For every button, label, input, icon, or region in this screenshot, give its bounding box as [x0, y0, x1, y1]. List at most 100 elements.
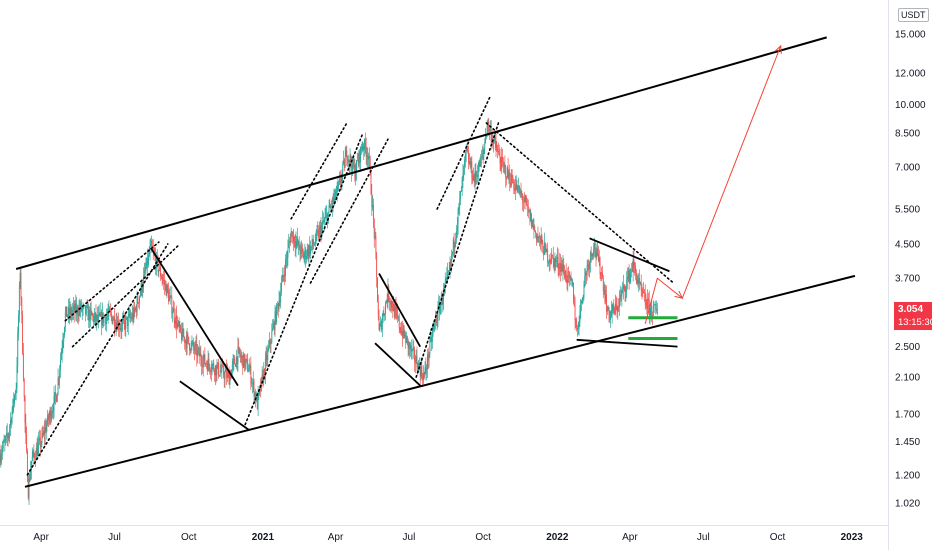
currency-label[interactable]: USDT: [898, 8, 929, 22]
candle-body: [443, 287, 445, 289]
candle-body: [314, 244, 316, 245]
candle-body: [595, 252, 597, 257]
candle-body: [335, 193, 337, 198]
candle-body: [598, 253, 599, 262]
candle-body: [631, 270, 633, 272]
candle-body: [502, 161, 504, 166]
candle-body: [577, 328, 578, 330]
candle-body: [236, 356, 238, 364]
candle-body: [478, 160, 480, 171]
price-axis[interactable]: 15.000 12.000 10.000 8.500 7.000 5.500 4.500 3.…: [895, 29, 926, 509]
candle-body: [600, 274, 602, 276]
candle-body: [337, 185, 339, 187]
candle-body: [0, 456, 2, 463]
time-tick-label: Apr: [328, 532, 344, 543]
candle-body: [655, 304, 657, 311]
candle-body: [644, 292, 646, 303]
candle-body: [396, 309, 398, 313]
candle-body: [202, 359, 204, 367]
candle-body: [403, 326, 405, 337]
trend-line: [150, 247, 239, 387]
candle-body: [124, 321, 126, 329]
candle-body: [136, 297, 138, 313]
candle-body: [324, 217, 326, 221]
candle-body: [652, 306, 654, 316]
candle-body: [214, 365, 216, 376]
candle-body: [460, 190, 461, 199]
projection-arrowhead: [674, 290, 684, 299]
candle-body: [488, 121, 490, 132]
candle-body: [313, 244, 315, 246]
candle-body: [314, 241, 316, 245]
candle-body: [295, 241, 297, 248]
candle-body: [281, 275, 283, 283]
candle-body: [144, 270, 146, 272]
candle-body: [585, 272, 586, 277]
candle-body: [510, 174, 512, 187]
candle-body: [143, 270, 145, 276]
candle-body: [151, 240, 153, 247]
candle-body: [656, 309, 658, 315]
candle-body: [80, 303, 82, 311]
candle-body: [1, 453, 3, 457]
candle-body: [573, 301, 575, 306]
time-axis[interactable]: Apr Jul Oct 2021 Apr Jul Oct 2022 Apr Jul Oct 2023: [33, 532, 863, 543]
candle-body: [81, 303, 82, 311]
candle-body: [218, 375, 220, 377]
candle-body: [206, 363, 207, 365]
candle-body: [47, 414, 49, 421]
candle-body: [213, 363, 215, 371]
price-tick-label: 4.500: [895, 240, 920, 251]
candle-body: [411, 349, 413, 353]
candle-body: [53, 395, 55, 412]
candle-body: [264, 358, 266, 376]
candle-body: [164, 280, 165, 285]
candle-body: [360, 147, 361, 163]
candle-body: [147, 257, 149, 265]
candle-body: [506, 178, 507, 180]
candle-body: [588, 264, 590, 270]
candle-body: [515, 184, 517, 186]
candle-body: [145, 267, 147, 271]
dotted-trend-line: [244, 132, 364, 426]
candle-body: [304, 249, 306, 256]
candle-body: [599, 256, 601, 275]
candle-body: [185, 340, 186, 344]
candle-body: [38, 440, 40, 446]
candle-body: [389, 302, 391, 305]
candle-body: [559, 262, 561, 270]
candle-body: [470, 161, 472, 168]
candle-body: [271, 331, 273, 343]
candle-body: [477, 170, 479, 178]
candle-body: [388, 286, 390, 301]
candle-body: [612, 304, 614, 311]
candle-body: [522, 196, 524, 202]
candle-body: [326, 213, 328, 215]
candle-body: [637, 280, 639, 284]
candle-body: [192, 341, 194, 344]
candle-body: [171, 296, 173, 314]
candle-body: [48, 416, 50, 421]
candle-body: [107, 313, 109, 316]
trend-line: [179, 380, 250, 431]
time-tick-label: Apr: [33, 532, 49, 543]
candle-body: [591, 254, 593, 257]
candle-body: [453, 239, 455, 248]
candle-body: [451, 254, 453, 263]
time-tick-label: Jul: [697, 532, 710, 543]
candle-body: [13, 399, 15, 404]
candle-body: [561, 264, 563, 271]
candle-body: [420, 366, 422, 377]
candle-body: [539, 236, 541, 244]
candle-body: [520, 191, 522, 194]
candle-body: [625, 290, 627, 292]
candle-body: [375, 236, 377, 255]
candle-body: [193, 341, 195, 348]
candle-body: [214, 370, 215, 376]
candle-body: [54, 392, 56, 396]
candle-body: [387, 286, 389, 302]
candle-body: [193, 347, 195, 352]
candle-body: [60, 359, 61, 370]
candle-body: [493, 137, 495, 141]
